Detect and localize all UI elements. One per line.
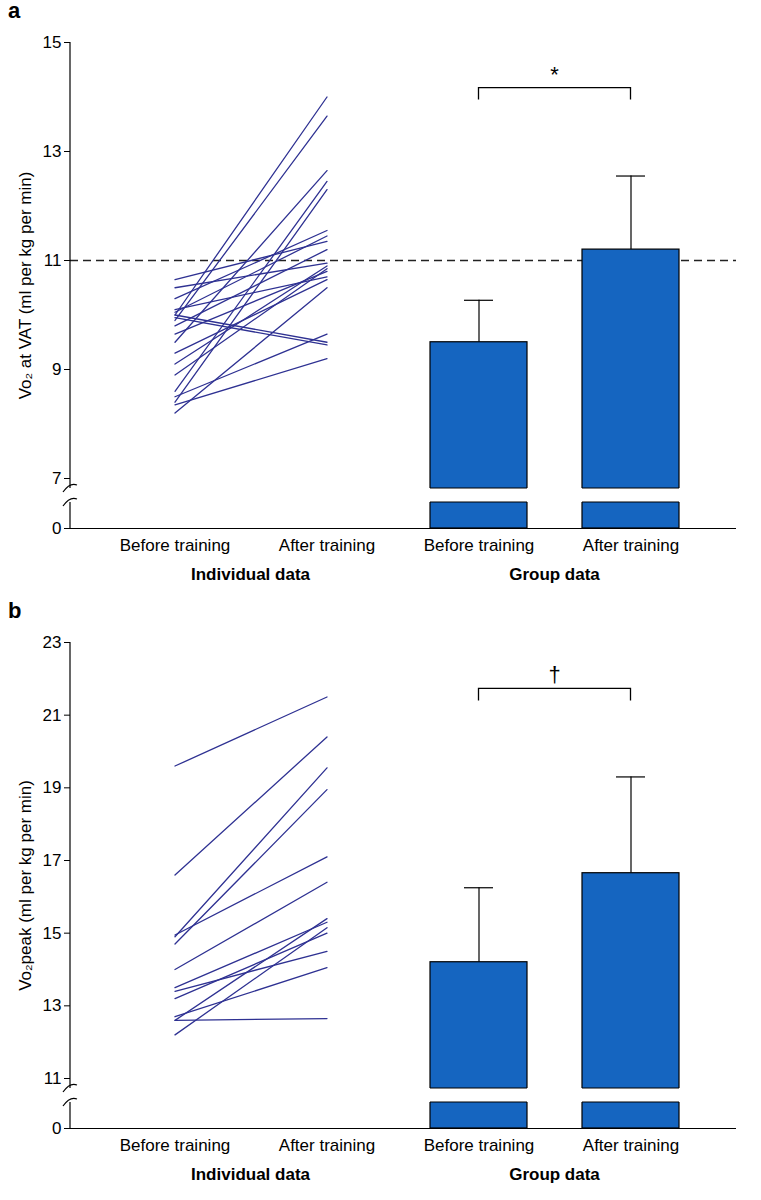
svg-text:Group data: Group data [509,1165,600,1184]
svg-text:0: 0 [52,1119,61,1138]
svg-text:Vo₂peak (ml per kg per min): Vo₂peak (ml per kg per min) [16,780,35,991]
svg-text:13: 13 [43,996,62,1015]
html-text:b: b [8,598,22,623]
svg-text:*: * [550,62,559,87]
svg-text:9: 9 [52,360,61,379]
svg-text:15: 15 [43,924,62,943]
svg-text:Group data: Group data [509,565,600,584]
svg-text:7: 7 [52,469,61,488]
svg-text:21: 21 [43,706,62,725]
svg-text:After training: After training [279,1136,375,1155]
svg-text:23: 23 [43,633,62,652]
svg-text:17: 17 [43,851,62,870]
svg-text:Individual data: Individual data [191,565,311,584]
svg-text:Before training: Before training [424,536,535,555]
svg-text:0: 0 [52,519,61,538]
svg-text:After training: After training [279,536,375,555]
svg-text:19: 19 [43,778,62,797]
svg-text:Before training: Before training [120,536,231,555]
svg-text:Before training: Before training [120,1136,231,1155]
svg-text:After training: After training [583,1136,679,1155]
svg-text:Individual data: Individual data [191,1165,311,1184]
svg-text:Before training: Before training [424,1136,535,1155]
svg-text:13: 13 [43,142,62,161]
svg-text:11: 11 [44,1069,62,1088]
svg-text:15: 15 [43,33,62,52]
svg-text:11: 11 [44,251,62,270]
svg-text:Vo₂ at VAT (ml per kg per min): Vo₂ at VAT (ml per kg per min) [16,172,35,400]
svg-text:After training: After training [583,536,679,555]
svg-text:†: † [548,662,560,687]
